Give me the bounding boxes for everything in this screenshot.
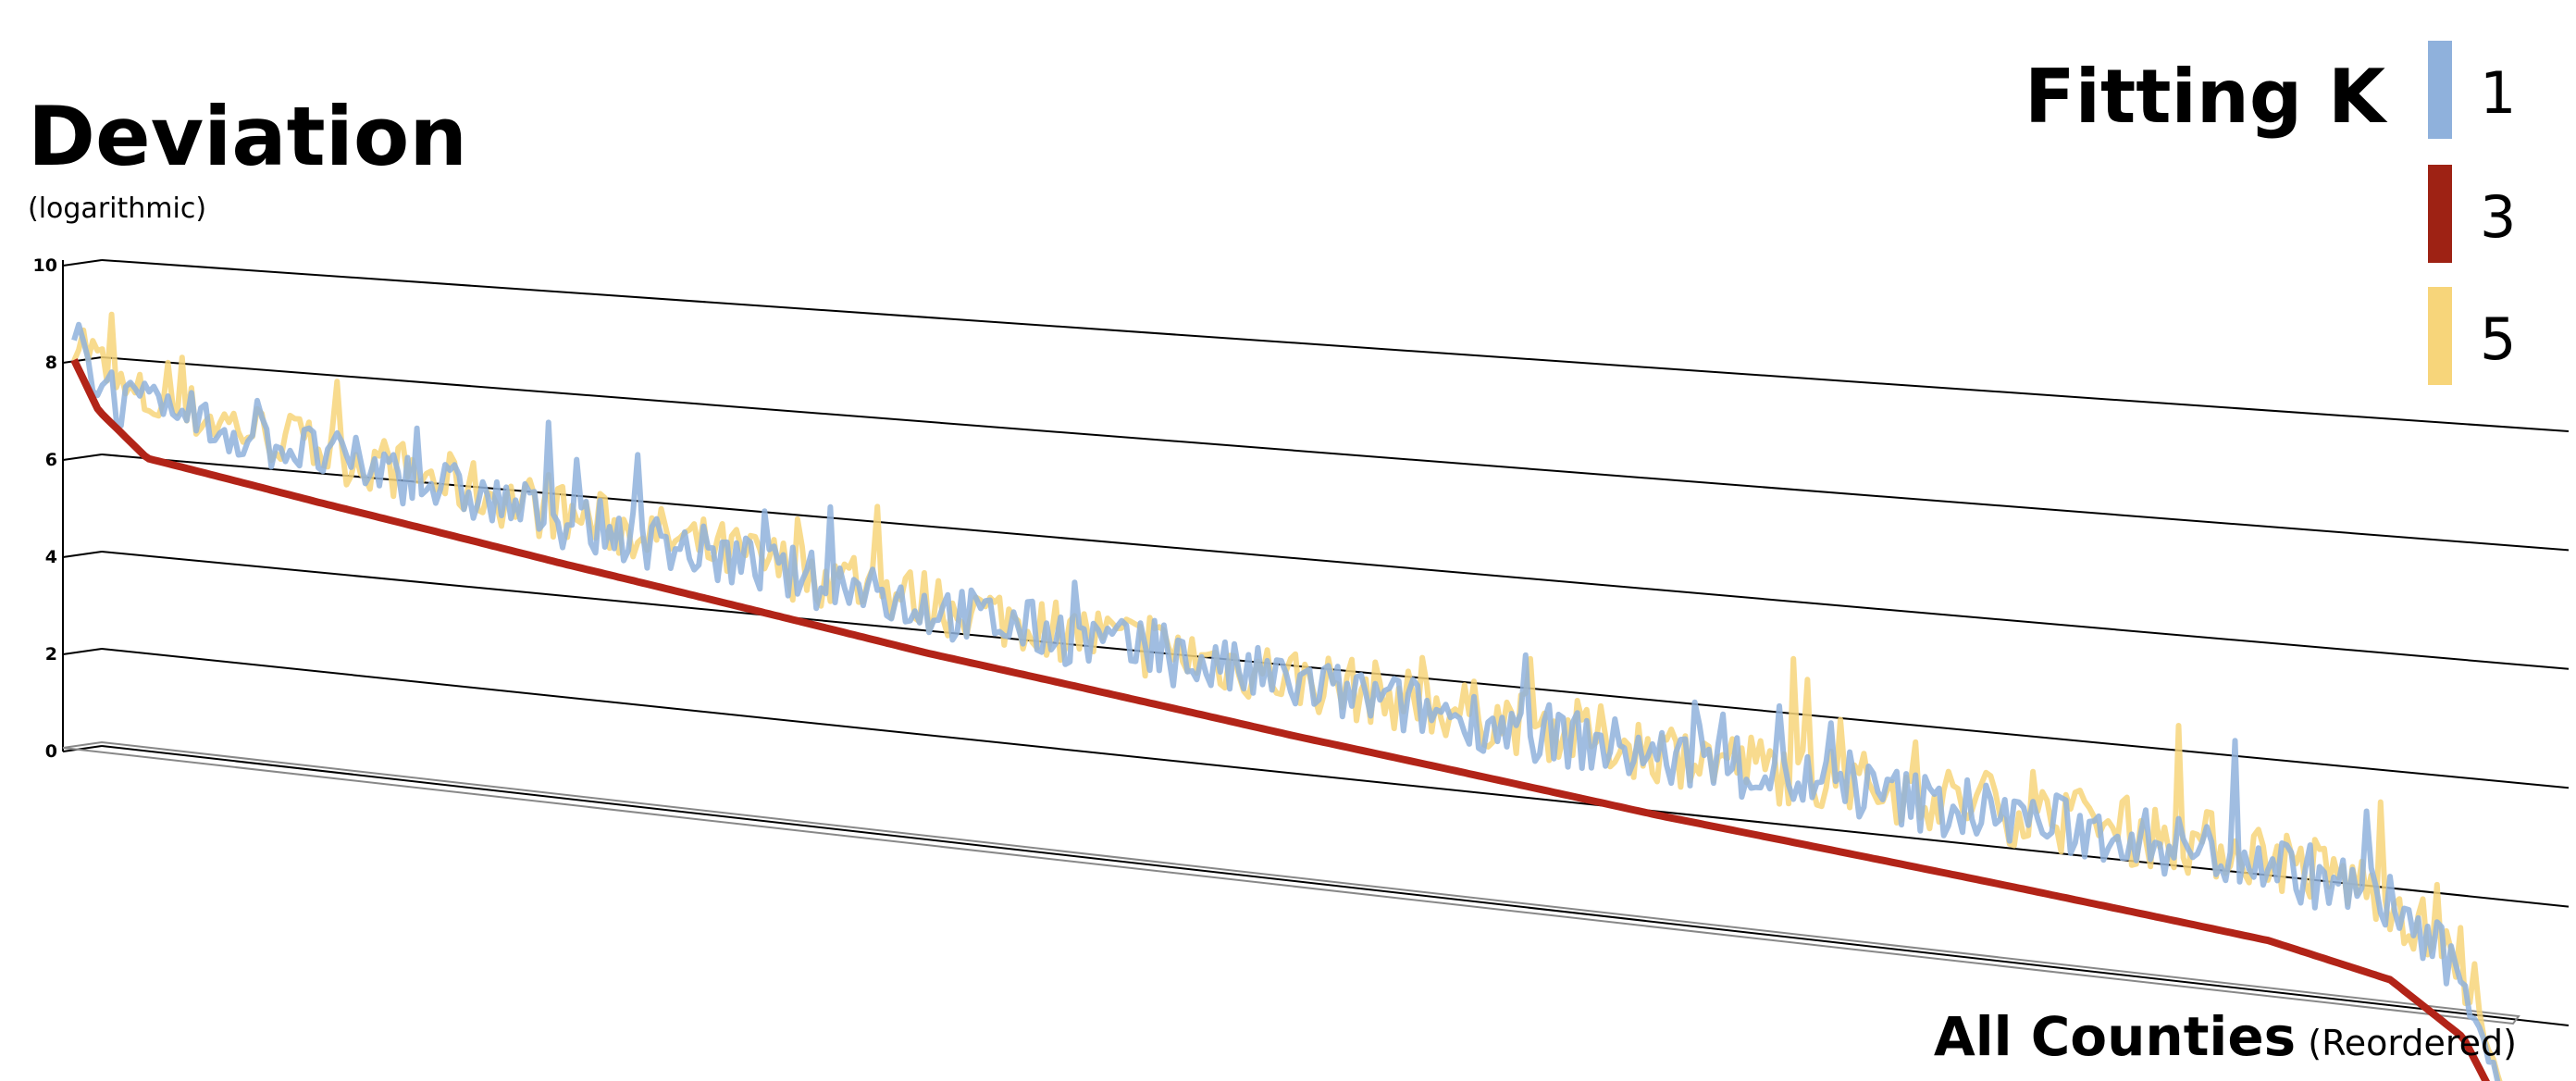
- tick-mark-2: [62, 648, 103, 655]
- tick-mark-10: [62, 259, 103, 267]
- gridline-8: [101, 356, 2570, 552]
- gridline-0: [101, 745, 2570, 1026]
- legend-label-k3: 3: [2480, 183, 2516, 251]
- legend-swatch-k3: [2428, 165, 2452, 263]
- legend-swatch-k5: [2428, 287, 2452, 385]
- gridline-6: [101, 454, 2570, 670]
- y-tick-label-2: 2: [45, 644, 57, 665]
- series-line-k1: [71, 321, 2501, 1081]
- y-tick-label-10: 10: [33, 255, 57, 276]
- y-tick-label-0: 0: [45, 741, 57, 762]
- y-tick-label-4: 4: [45, 547, 57, 567]
- series-line-k3: [70, 358, 2490, 1081]
- x-axis-floor: [62, 740, 2520, 1025]
- series-line-k5: [71, 311, 2503, 1081]
- legend-label-k1: 1: [2480, 59, 2516, 127]
- x-axis-note: (Reordered): [2308, 1023, 2517, 1063]
- tick-mark-4: [62, 551, 103, 558]
- legend: Fitting K 1 3 5: [2025, 41, 2516, 385]
- gridline-2: [101, 648, 2570, 908]
- x-axis-label: All Counties (Reordered): [1934, 1005, 2517, 1068]
- legend-label-k5: 5: [2480, 305, 2516, 373]
- tick-mark-6: [62, 454, 103, 461]
- tick-mark-0: [62, 745, 103, 752]
- gridline-10: [101, 259, 2570, 432]
- y-axis-title: Deviation: [28, 89, 467, 184]
- y-tick-label-8: 8: [45, 353, 57, 373]
- grid: 0 2 4 6 8 10: [33, 255, 2570, 1026]
- legend-swatch-k1: [2428, 41, 2452, 139]
- x-axis-label-group: All Counties (Reordered): [1934, 1005, 2517, 1068]
- legend-title: Fitting K: [2025, 54, 2388, 140]
- y-tick-label-6: 6: [45, 450, 57, 470]
- x-axis-title: All Counties: [1934, 1005, 2296, 1068]
- y-axis-note: (logarithmic): [28, 193, 206, 225]
- series-layer: [70, 311, 2503, 1081]
- tick-mark-8: [62, 356, 103, 364]
